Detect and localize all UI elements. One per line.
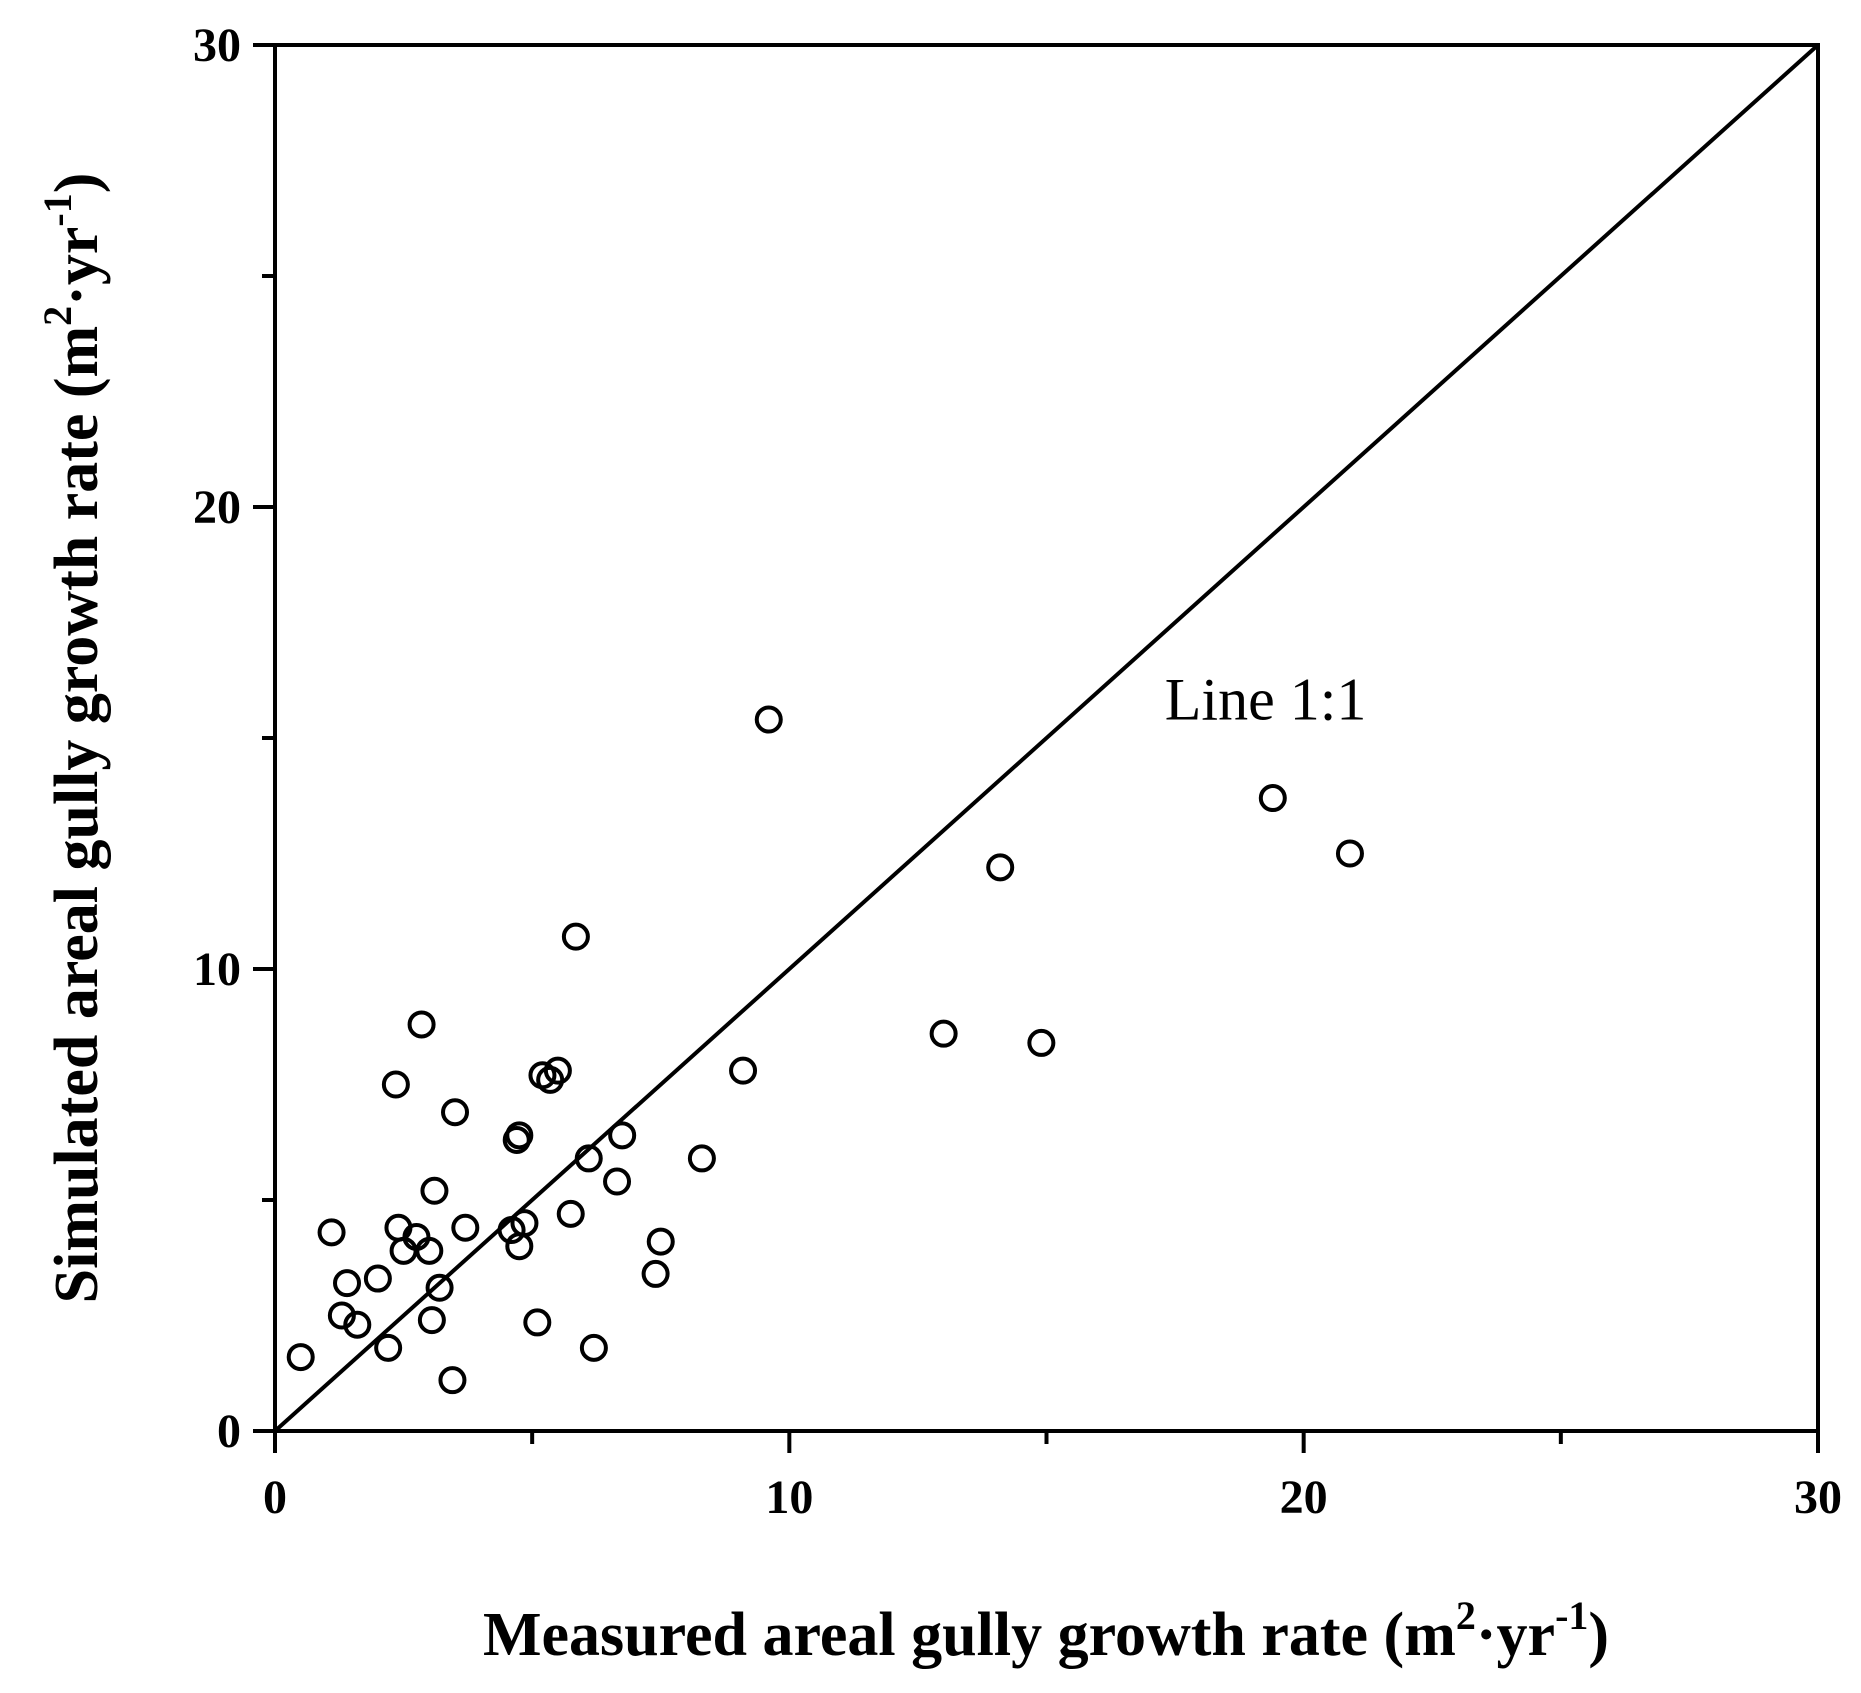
data-point: [417, 1306, 446, 1335]
one-to-one-line-label: Line 1:1: [1165, 667, 1367, 733]
x-tick-label: 10: [765, 1471, 813, 1524]
x-tick-label: 20: [1280, 1471, 1328, 1524]
x-tick-label: 0: [263, 1471, 287, 1524]
data-point: [441, 1098, 470, 1127]
data-point: [986, 853, 1015, 882]
y-tick-label: 20: [193, 481, 241, 534]
data-point: [343, 1310, 372, 1339]
data-point: [438, 1366, 467, 1395]
data-point: [510, 1209, 539, 1238]
y-tick-label: 30: [193, 19, 241, 72]
axis-tick-labels: 0 10 20 30 0 10 20 30: [193, 19, 1842, 1524]
data-point: [646, 1227, 675, 1256]
data-point: [420, 1176, 449, 1205]
data-point: [381, 1070, 410, 1099]
data-point: [425, 1273, 454, 1302]
x-axis-title: Measured areal gully growth rate (m2·yr-…: [483, 1593, 1609, 1669]
data-point: [561, 922, 590, 951]
data-point: [286, 1343, 315, 1372]
data-points: [286, 705, 1364, 1395]
data-point: [603, 1167, 632, 1196]
data-point: [543, 1056, 572, 1085]
data-point: [451, 1213, 480, 1242]
data-point: [556, 1199, 585, 1228]
data-point: [608, 1121, 637, 1150]
data-point: [687, 1144, 716, 1173]
data-point: [415, 1236, 444, 1265]
data-point: [333, 1269, 362, 1298]
data-point: [641, 1259, 670, 1288]
data-point: [1027, 1028, 1056, 1057]
axis-ticks: [253, 43, 1820, 1453]
data-point: [317, 1218, 346, 1247]
data-point: [754, 705, 783, 734]
data-point: [729, 1056, 758, 1085]
one-to-one-line: [273, 43, 1820, 1433]
data-point: [363, 1264, 392, 1293]
data-point: [929, 1019, 958, 1048]
data-point: [579, 1333, 608, 1362]
data-point: [574, 1144, 603, 1173]
data-point: [1335, 839, 1364, 868]
data-point: [374, 1333, 403, 1362]
data-point: [1258, 784, 1287, 813]
y-tick-label: 0: [217, 1405, 241, 1458]
data-point: [327, 1301, 356, 1330]
data-point: [505, 1121, 534, 1150]
data-point: [407, 1010, 436, 1039]
y-tick-label: 10: [193, 943, 241, 996]
data-point: [523, 1308, 552, 1337]
x-tick-label: 30: [1794, 1471, 1842, 1524]
y-axis-title: Simulated areal gully growth rate (m2·yr…: [35, 173, 111, 1304]
